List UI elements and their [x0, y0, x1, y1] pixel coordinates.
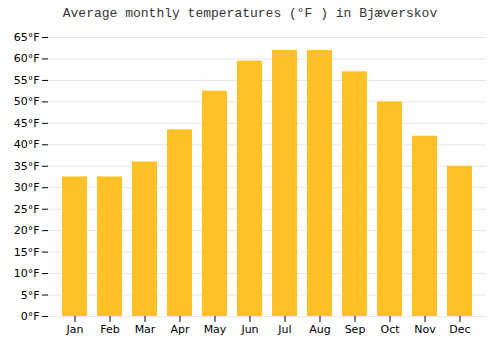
svg-text:60°F: 60°F: [14, 52, 40, 65]
svg-text:Nov: Nov: [414, 323, 436, 336]
svg-text:30°F: 30°F: [14, 181, 40, 194]
svg-text:20°F: 20°F: [14, 224, 40, 237]
svg-text:May: May: [204, 323, 227, 336]
svg-text:Jan: Jan: [66, 323, 84, 336]
html-text:Average monthly temperatures (: Average monthly temperatures (°F ) in Bj…: [62, 6, 438, 21]
svg-text:Jun: Jun: [240, 323, 258, 336]
svg-text:Aug: Aug: [309, 323, 330, 336]
svg-text:40°F: 40°F: [14, 138, 40, 151]
svg-text:5°F: 5°F: [21, 289, 40, 302]
svg-text:Oct: Oct: [380, 323, 400, 336]
svg-text:Mar: Mar: [135, 323, 156, 336]
svg-text:0°F: 0°F: [21, 310, 40, 323]
svg-text:55°F: 55°F: [14, 74, 40, 87]
svg-text:35°F: 35°F: [14, 160, 40, 173]
svg-text:15°F: 15°F: [14, 246, 40, 259]
svg-text:10°F: 10°F: [14, 267, 40, 280]
svg-text:25°F: 25°F: [14, 203, 40, 216]
svg-text:Dec: Dec: [449, 323, 470, 336]
svg-text:Jul: Jul: [277, 323, 291, 336]
svg-text:50°F: 50°F: [14, 95, 40, 108]
svg-text:Sep: Sep: [345, 323, 366, 336]
svg-text:Feb: Feb: [100, 323, 119, 336]
svg-text:65°F: 65°F: [14, 31, 40, 44]
svg-text:45°F: 45°F: [14, 117, 40, 130]
svg-text:Apr: Apr: [170, 323, 190, 336]
